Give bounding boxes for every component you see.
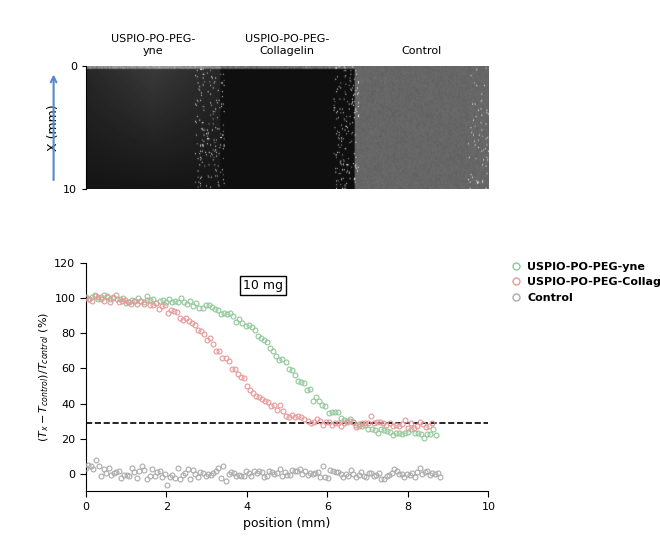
Legend: USPIO-PO-PEG-yne, USPIO-PO-PEG-Collagelin, Control: USPIO-PO-PEG-yne, USPIO-PO-PEG-Collageli… — [506, 257, 660, 307]
Text: Control: Control — [401, 46, 442, 56]
Text: 10 mg: 10 mg — [243, 279, 283, 292]
X-axis label: position (mm): position (mm) — [244, 518, 331, 530]
Y-axis label: X (mm): X (mm) — [47, 104, 60, 151]
Text: USPIO-PO-PEG-
yne: USPIO-PO-PEG- yne — [111, 34, 195, 56]
Y-axis label: $(T_x - T_{control})/T_{control}$ (%): $(T_x - T_{control})/T_{control}$ (%) — [38, 312, 51, 442]
Text: USPIO-PO-PEG-
Collagelin: USPIO-PO-PEG- Collagelin — [245, 34, 329, 56]
